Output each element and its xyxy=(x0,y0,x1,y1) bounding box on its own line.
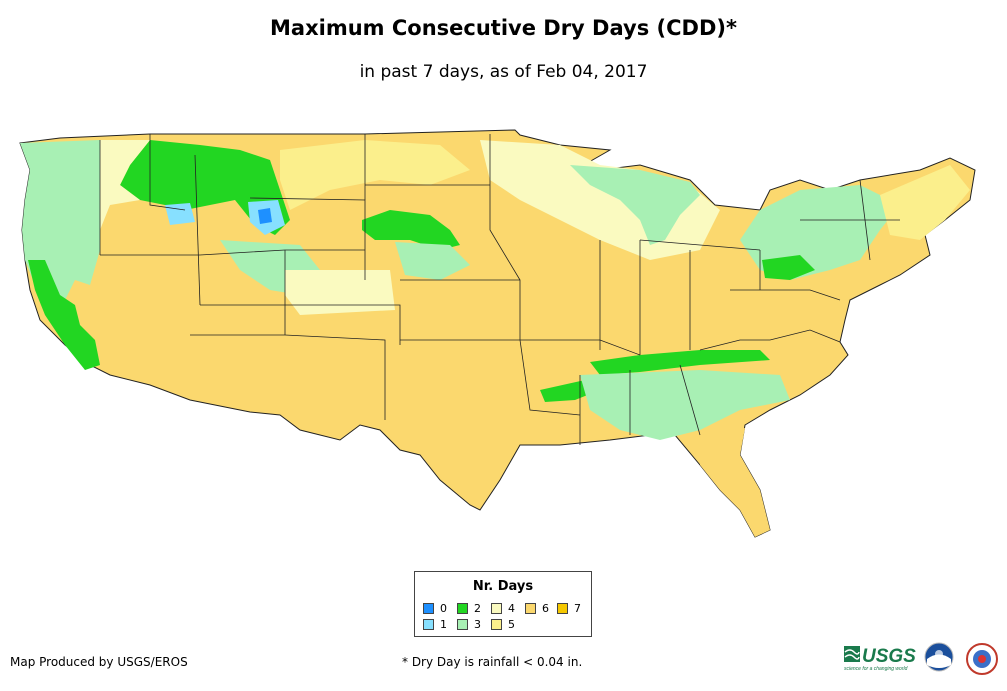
region-4day-colorado xyxy=(285,270,395,315)
state-borders xyxy=(99,134,900,445)
legend-label: 7 xyxy=(574,602,581,615)
legend-swatch xyxy=(491,619,502,630)
region-3day-southeast xyxy=(580,370,790,440)
region-5day-newengland xyxy=(880,165,970,240)
region-3day-michigan xyxy=(570,165,700,245)
legend-item-6: 6 xyxy=(525,602,549,615)
region-3day-northeast xyxy=(740,185,900,280)
svg-text:science for a changing world: science for a changing world xyxy=(844,666,908,672)
agency-logos: USGS science for a changing world xyxy=(844,642,998,675)
legend-item-5: 5 xyxy=(491,618,515,631)
legend-swatch xyxy=(457,619,468,630)
legend-label: 1 xyxy=(440,618,447,631)
nws-logo xyxy=(966,643,998,675)
legend-item-3: 3 xyxy=(457,618,481,631)
legend-label: 0 xyxy=(440,602,447,615)
region-2day-rockies xyxy=(120,140,290,235)
legend-label: 5 xyxy=(508,618,515,631)
legend-title: Nr. Days xyxy=(472,579,534,594)
region-0day-wyoming xyxy=(258,208,272,224)
region-2day-nebraska xyxy=(362,210,460,250)
legend-item-2: 2 xyxy=(457,602,481,615)
svg-text:USGS: USGS xyxy=(862,646,916,667)
dry-day-footnote: * Dry Day is rainfall < 0.04 in. xyxy=(402,655,583,669)
us-map xyxy=(19,129,976,538)
legend-item-1: 1 xyxy=(423,618,447,631)
region-6day-florida xyxy=(700,428,770,537)
region-2day-california xyxy=(28,260,100,370)
map-title: Maximum Consecutive Dry Days (CDD)* xyxy=(270,16,737,40)
legend: Nr. Days 0 1 2 3 4 5 6 7 xyxy=(414,571,592,637)
usgs-logo: USGS science for a changing world xyxy=(844,646,916,672)
legend-swatch xyxy=(423,619,434,630)
legend-item-7: 7 xyxy=(557,602,581,615)
region-2day-tennessee xyxy=(590,350,770,375)
legend-swatch xyxy=(525,603,536,614)
legend-item-4: 4 xyxy=(491,602,515,615)
legend-item-0: 0 xyxy=(423,602,447,615)
legend-swatch xyxy=(557,603,568,614)
region-2day-pennsylvania xyxy=(762,255,815,280)
legend-label: 6 xyxy=(542,602,549,615)
legend-label: 3 xyxy=(474,618,481,631)
noaa-logo xyxy=(924,642,954,672)
legend-swatch xyxy=(423,603,434,614)
region-5day-north-plains xyxy=(280,140,470,210)
legend-swatch xyxy=(457,603,468,614)
region-4day-northwest xyxy=(100,140,150,230)
region-1day-idaho xyxy=(165,203,195,225)
map-credit: Map Produced by USGS/EROS xyxy=(10,655,188,669)
legend-label: 4 xyxy=(508,602,515,615)
map-subtitle: in past 7 days, as of Feb 04, 2017 xyxy=(359,62,648,82)
region-3day-kansas xyxy=(395,242,470,280)
legend-label: 2 xyxy=(474,602,481,615)
legend-swatch xyxy=(491,603,502,614)
